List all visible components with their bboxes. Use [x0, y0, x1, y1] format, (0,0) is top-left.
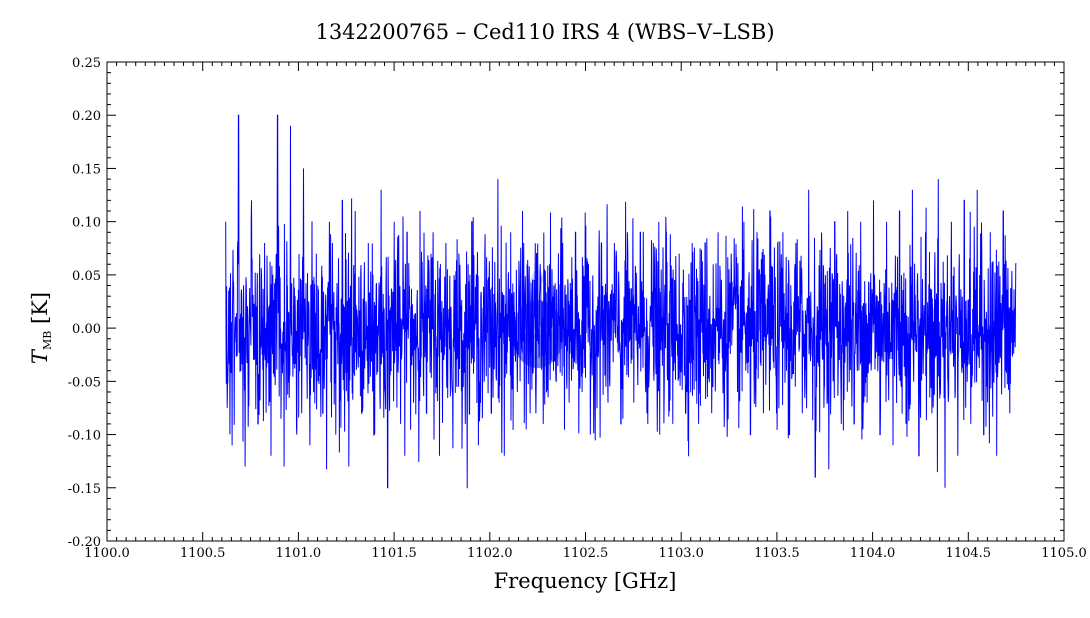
y-axis-label-subscript: MB [41, 331, 54, 350]
x-tick-label: 1103.5 [754, 546, 800, 561]
x-tick-label: 1105.0 [1041, 546, 1087, 561]
y-tick-label: 0.10 [72, 216, 101, 231]
y-axis-label-symbol: T [28, 348, 52, 364]
x-tick-label: 1102.0 [467, 546, 513, 561]
x-tick-label: 1104.0 [850, 546, 896, 561]
x-tick-label: 1101.0 [276, 546, 322, 561]
y-tick-label: -0.05 [68, 375, 101, 390]
x-tick-label: 1101.5 [371, 546, 417, 561]
y-tick-label: 0.20 [72, 109, 101, 124]
x-tick-labels: 1100.0 1100.5 1101.0 1101.5 1102.0 1102.5 1103… [84, 546, 1087, 561]
y-axis-label-unit: [K] [28, 292, 52, 331]
x-tick-label: 1103.0 [658, 546, 704, 561]
y-tick-label: 0.25 [72, 56, 101, 71]
chart-title: 1342200765 – Ced110 IRS 4 (WBS–V–LSB) [315, 20, 774, 44]
y-axis-label: TMB [K] [28, 292, 54, 364]
axis-ticks [106, 61, 1065, 542]
x-tick-label: 1104.5 [946, 546, 992, 561]
y-tick-label: 0.15 [72, 162, 101, 177]
svg-text:TMB [K]: TMB [K] [28, 292, 54, 364]
spectrum-line [225, 114, 1017, 489]
x-tick-label: 1100.5 [180, 546, 226, 561]
y-tick-labels: -0.20 -0.15 -0.10 -0.05 0.00 0.05 0.10 0.15 0.20… [68, 56, 101, 550]
y-tick-label: -0.10 [68, 429, 101, 444]
x-axis-label: Frequency [GHz] [494, 569, 677, 593]
y-tick-label: 0.05 [72, 269, 101, 284]
y-tick-label: -0.15 [68, 482, 101, 497]
y-tick-label: 0.00 [72, 322, 101, 337]
x-tick-label: 1100.0 [84, 546, 130, 561]
y-tick-label: -0.20 [68, 535, 101, 550]
x-tick-label: 1102.5 [563, 546, 609, 561]
